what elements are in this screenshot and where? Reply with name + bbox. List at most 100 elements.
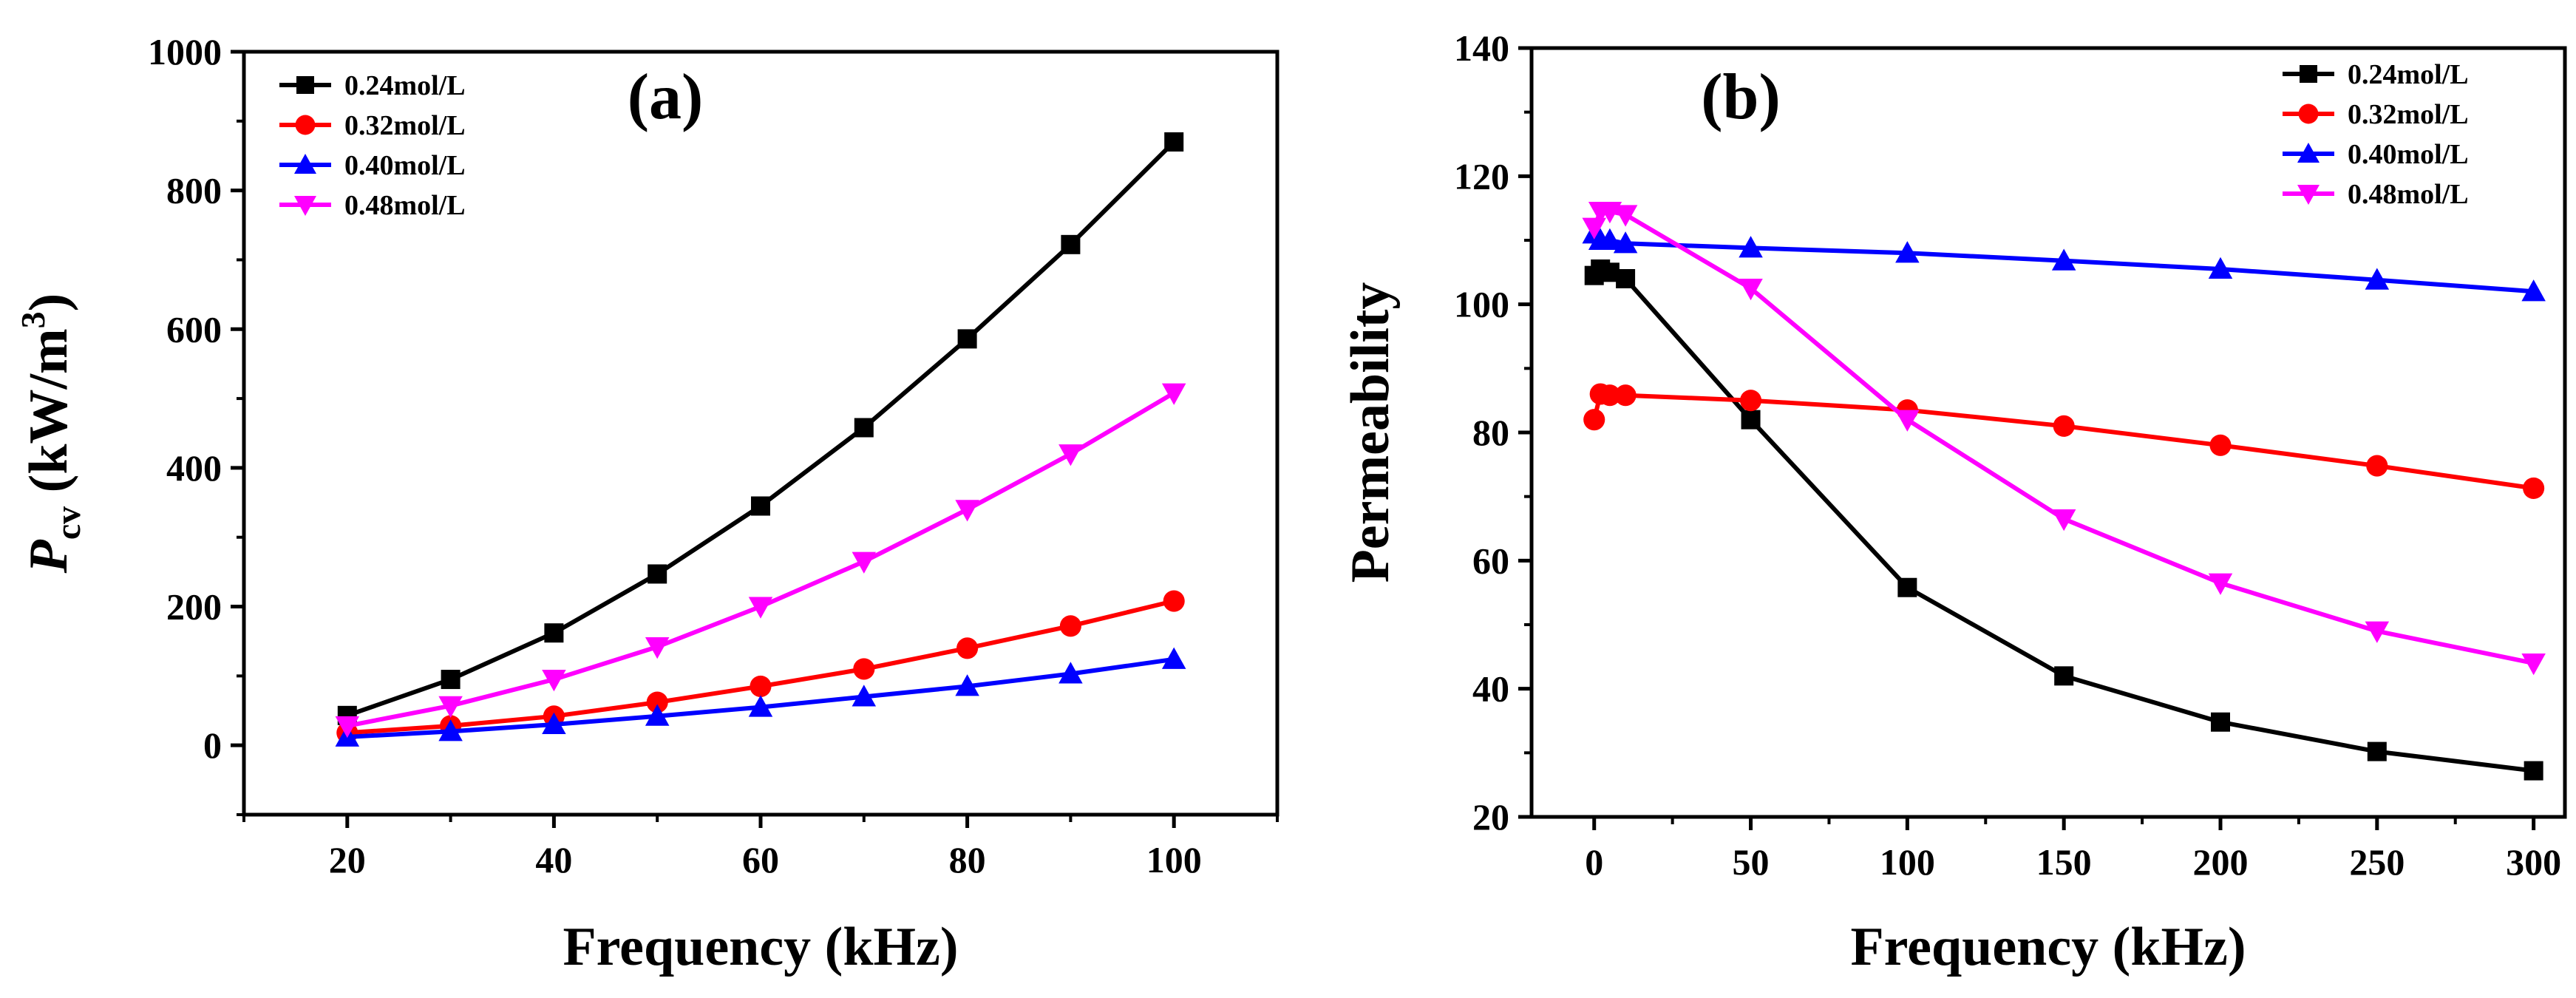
panel-a-y-axis-symbol: P	[18, 539, 79, 574]
panel-b-data-point-0-40mol-l	[1597, 228, 1622, 250]
panel-a-y-tick-label: 1000	[148, 31, 222, 72]
panel-a-data-point-0-40mol-l	[1161, 647, 1186, 669]
panel-b-data-point-0-48mol-l	[2365, 621, 2390, 643]
panel-a-y-axis-unit: (kW/m	[18, 328, 79, 506]
panel-b-x-axis-title: Frequency (kHz)	[1850, 917, 2246, 977]
panel-a-data-point-0-32mol-l	[646, 691, 668, 713]
panel-b-data-point-0-24mol-l	[2211, 712, 2230, 732]
panel-b-legend: 0.24mol/L 0.32mol/L 0.40mol/L 0.48mol/L	[2283, 59, 2469, 210]
panel-a-x-tick-label: 20	[329, 839, 366, 880]
panel-a-y-axis-unit-exponent: 3	[14, 311, 52, 328]
panel-b-data-point-0-40mol-l	[2051, 248, 2076, 271]
panel-a-data-point-0-48mol-l	[335, 716, 360, 739]
panel-b-data-point-0-32mol-l	[2209, 434, 2232, 456]
panel-b-data-point-0-24mol-l	[1897, 577, 1917, 597]
panel-b-data-point-0-48mol-l	[2208, 573, 2233, 595]
panel-a-data-point-0-48mol-l	[438, 696, 463, 718]
panel-a-data-point-0-24mol-l	[751, 496, 770, 516]
panel-a-y-tick-label: 600	[166, 308, 222, 350]
panel-b-x-tick-label: 150	[2036, 841, 2092, 883]
panel-a-data-point-0-32mol-l	[750, 675, 772, 697]
panel-b-y-axis-title: Permeability	[1340, 282, 1401, 583]
panel-b-data-point-0-24mol-l	[1616, 269, 1636, 288]
panel-a-series	[335, 132, 1186, 747]
panel-a-data-point-0-24mol-l	[854, 418, 874, 438]
panel-b-data-point-0-48mol-l	[1613, 205, 1638, 227]
panel-a-data-point-0-40mol-l	[1058, 662, 1083, 684]
panel-a-data-point-0-48mol-l	[645, 637, 670, 659]
panel-a-legend: 0.24mol/L 0.32mol/L 0.40mol/L 0.48mol/L	[279, 70, 466, 221]
panel-a-legend-marker-0-24mol-l	[296, 76, 314, 94]
panel-a-data-point-0-48mol-l	[852, 551, 877, 574]
panel-b-data-point-0-32mol-l	[1583, 409, 1605, 431]
panel-b-data-point-0-32mol-l	[2523, 477, 2545, 499]
panel-a-legend-marker-0-32mol-l	[295, 115, 316, 135]
panel-b-ticks: 0 50 100 150 200 250 300 20 40 60 80 100 120 140	[1454, 27, 2561, 883]
panel-b-data-point-0-48mol-l	[1895, 410, 1920, 432]
panel-b-legend-label-0-32mol-l: 0.32mol/L	[2348, 99, 2469, 130]
panel-b-x-tick-label: 300	[2506, 841, 2561, 883]
panel-a-legend-marker-0-40mol-l	[294, 154, 316, 174]
panel-a-y-tick-label: 400	[166, 447, 222, 489]
panel-b-y-tick-label: 120	[1454, 155, 1509, 197]
panel-b-data-point-0-24mol-l	[2054, 666, 2074, 686]
panel-b-legend-marker-0-40mol-l	[2297, 143, 2320, 163]
panel-b-data-point-0-32mol-l	[1614, 384, 1637, 407]
panel-a-x-tick-label: 80	[949, 839, 986, 880]
panel-a-data-point-0-40mol-l	[438, 719, 463, 741]
panel-b-data-point-0-48mol-l	[1739, 279, 1763, 301]
panel-a-y-axis-subscript: cv	[49, 506, 88, 540]
panel-b-data-point-0-32mol-l	[2053, 415, 2075, 437]
panel-b-data-point-0-40mol-l	[1895, 241, 1920, 263]
panel-b-y-tick-label: 80	[1472, 412, 1509, 453]
panel-a-data-point-0-48mol-l	[542, 670, 566, 692]
panel-a-data-point-0-48mol-l	[1058, 444, 1083, 466]
panel-b-y-tick-label: 100	[1454, 284, 1509, 325]
panel-b-y-tick-label: 20	[1472, 796, 1509, 838]
panel-b-legend-marker-0-48mol-l	[2297, 185, 2320, 205]
panel-b-legend-label-0-40mol-l: 0.40mol/L	[2348, 139, 2469, 170]
panel-a-data-point-0-32mol-l	[1163, 590, 1185, 612]
panel-b-data-point-0-40mol-l	[2365, 268, 2390, 290]
panel-b-y-tick-label: 40	[1472, 668, 1509, 710]
panel-b-x-tick-label: 0	[1585, 841, 1603, 883]
panel-a-legend-label-0-40mol-l: 0.40mol/L	[344, 150, 466, 181]
panel-a-data-point-0-48mol-l	[748, 597, 773, 619]
panel-b-series	[1582, 202, 2546, 781]
panel-a-x-tick-label: 100	[1146, 839, 1202, 880]
panel-b-data-point-0-48mol-l	[1582, 217, 1606, 240]
panel-b-legend-marker-0-24mol-l	[2300, 65, 2317, 83]
panel-a-data-point-0-24mol-l	[648, 564, 667, 584]
panel-a-x-axis-title: Frequency (kHz)	[563, 917, 958, 977]
panel-a-data-point-0-24mol-l	[1164, 132, 1184, 152]
panel-b-x-tick-label: 250	[2349, 841, 2405, 883]
panel-a-data-point-0-32mol-l	[1059, 615, 1081, 637]
panel-a-legend-marker-0-48mol-l	[294, 196, 316, 216]
panel-a-data-point-0-48mol-l	[1161, 383, 1186, 405]
panel-a-label: (a)	[628, 61, 704, 133]
panel-b-y-tick-label: 140	[1454, 27, 1509, 69]
panel-a-data-point-0-48mol-l	[955, 500, 979, 522]
panel-a-legend-label-0-48mol-l: 0.48mol/L	[344, 190, 466, 221]
panel-a-data-point-0-24mol-l	[441, 670, 461, 690]
panel-a-y-tick-label: 0	[203, 724, 222, 766]
panel-b-data-point-0-24mol-l	[2367, 741, 2387, 761]
panel-a-data-point-0-40mol-l	[852, 685, 877, 707]
panel-a-data-point-0-40mol-l	[542, 712, 566, 735]
panel-a-data-point-0-32mol-l	[853, 658, 875, 680]
panel-a-y-tick-label: 800	[166, 170, 222, 211]
panel-b-x-tick-label: 200	[2193, 841, 2249, 883]
panel-b-data-point-0-48mol-l	[2521, 654, 2546, 676]
panel-b-data-point-0-24mol-l	[2524, 761, 2543, 781]
panel-b-data-point-0-40mol-l	[1739, 236, 1763, 258]
panel-b-data-point-0-48mol-l	[2051, 509, 2076, 532]
panel-a-data-point-0-40mol-l	[748, 695, 773, 717]
panel-a-x-tick-label: 40	[535, 839, 572, 880]
panel-b-legend-marker-0-32mol-l	[2298, 103, 2319, 124]
panel-a-data-point-0-40mol-l	[955, 674, 979, 696]
panel-a-data-point-0-24mol-l	[1061, 234, 1081, 254]
panel-a-y-axis-unit-close: )	[18, 293, 79, 312]
